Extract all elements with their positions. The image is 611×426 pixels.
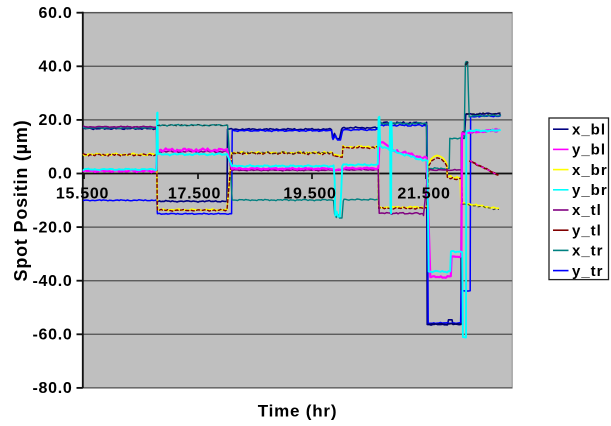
svg-text:-20.0: -20.0 xyxy=(33,219,73,236)
svg-text:x_bl: x_bl xyxy=(572,121,606,138)
svg-text:17.500: 17.500 xyxy=(168,186,221,203)
svg-text:15.500: 15.500 xyxy=(56,186,109,203)
svg-text:20.0: 20.0 xyxy=(39,112,73,129)
svg-text:x_tl: x_tl xyxy=(572,202,602,219)
svg-text:19.500: 19.500 xyxy=(283,186,336,203)
svg-text:0.0: 0.0 xyxy=(48,166,72,183)
svg-text:y_bl: y_bl xyxy=(572,142,606,159)
svg-text:x_br: x_br xyxy=(572,162,608,179)
svg-text:21.500: 21.500 xyxy=(397,186,450,203)
svg-text:y_tr: y_tr xyxy=(572,263,604,280)
svg-text:Time (hr): Time (hr) xyxy=(258,402,338,421)
svg-text:Spot Positin (µm): Spot Positin (µm) xyxy=(11,120,31,282)
svg-text:-60.0: -60.0 xyxy=(33,327,73,344)
svg-text:y_tl: y_tl xyxy=(572,222,602,239)
svg-text:-40.0: -40.0 xyxy=(33,273,73,290)
svg-text:y_br: y_br xyxy=(572,182,608,199)
svg-text:60.0: 60.0 xyxy=(39,5,73,22)
svg-text:40.0: 40.0 xyxy=(39,59,73,76)
svg-text:x_tr: x_tr xyxy=(572,243,604,260)
svg-text:-80.0: -80.0 xyxy=(33,380,73,397)
